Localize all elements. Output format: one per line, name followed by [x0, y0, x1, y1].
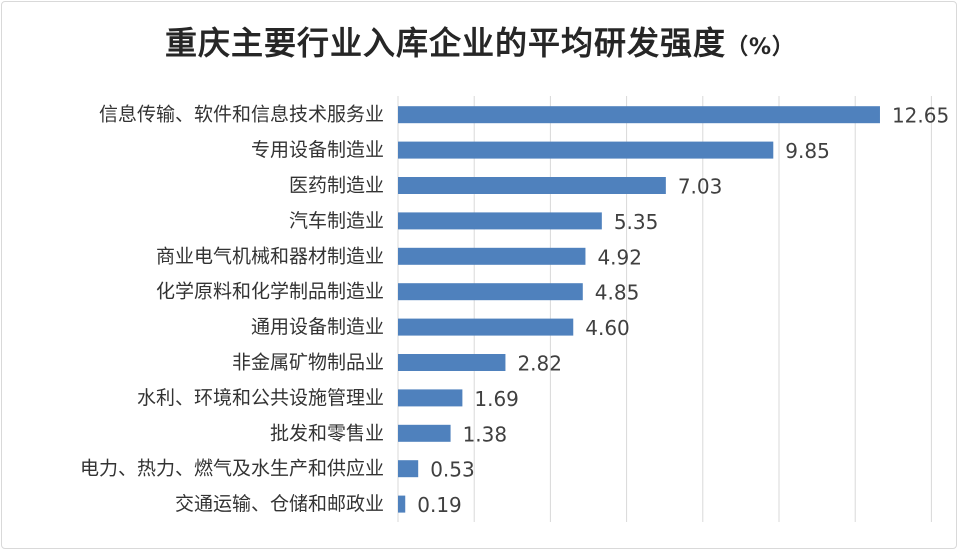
bars	[398, 106, 880, 513]
category-label-2: 医药制造业	[289, 175, 384, 197]
bar-9	[398, 424, 451, 442]
value-label-0: 12.65	[892, 104, 949, 128]
category-label-11: 交通运输、仓储和邮政业	[175, 493, 384, 515]
chart-title-unit: （%）	[725, 35, 796, 60]
value-label-2: 7.03	[678, 175, 723, 199]
value-label-9: 1.38	[463, 422, 508, 446]
bar-10	[398, 460, 419, 478]
bar-4	[398, 247, 586, 265]
value-label-11: 0.19	[417, 493, 462, 517]
category-labels: 信息传输、软件和信息技术服务业专用设备制造业医药制造业汽车制造业商业电气机械和器…	[80, 104, 384, 515]
gridlines	[397, 96, 932, 522]
value-labels: 12.65 9.85 7.03 5.35 4.92 4.85 4.60 2.82 1.69 1.3…	[417, 104, 949, 517]
bar-1	[398, 141, 774, 159]
category-label-10: 电力、热力、燃气及水生产和供应业	[80, 458, 384, 480]
value-label-8: 1.69	[474, 387, 519, 411]
category-label-4: 商业电气机械和器材制造业	[156, 245, 384, 267]
bar-8	[398, 389, 463, 407]
bar-5	[398, 283, 583, 301]
value-label-1: 9.85	[785, 139, 830, 163]
bar-6	[398, 318, 574, 336]
category-label-3: 汽车制造业	[289, 210, 384, 232]
category-label-7: 非金属矿物制品业	[232, 352, 384, 374]
value-label-5: 4.85	[595, 281, 640, 305]
bar-11	[398, 495, 406, 513]
value-label-10: 0.53	[430, 458, 475, 482]
value-label-7: 2.82	[517, 352, 562, 376]
bar-2	[398, 177, 666, 194]
value-label-4: 4.92	[597, 245, 642, 269]
category-label-1: 专用设备制造业	[251, 139, 384, 161]
category-label-9: 批发和零售业	[270, 422, 384, 444]
chart-title: 重庆主要行业入库企业的平均研发强度（%）	[0, 18, 960, 64]
value-label-6: 4.60	[585, 316, 630, 340]
bar-3	[398, 212, 602, 230]
category-label-6: 通用设备制造业	[251, 316, 384, 338]
bar-7	[398, 354, 506, 371]
value-label-3: 5.35	[614, 210, 659, 234]
category-label-5: 化学原料和化学制品制造业	[156, 281, 384, 303]
category-label-0: 信息传输、软件和信息技术服务业	[99, 104, 384, 126]
chart-title-text: 重庆主要行业入库企业的平均研发强度	[164, 24, 726, 62]
bar-0	[398, 106, 880, 124]
category-label-8: 水利、环境和公共设施管理业	[137, 387, 384, 409]
